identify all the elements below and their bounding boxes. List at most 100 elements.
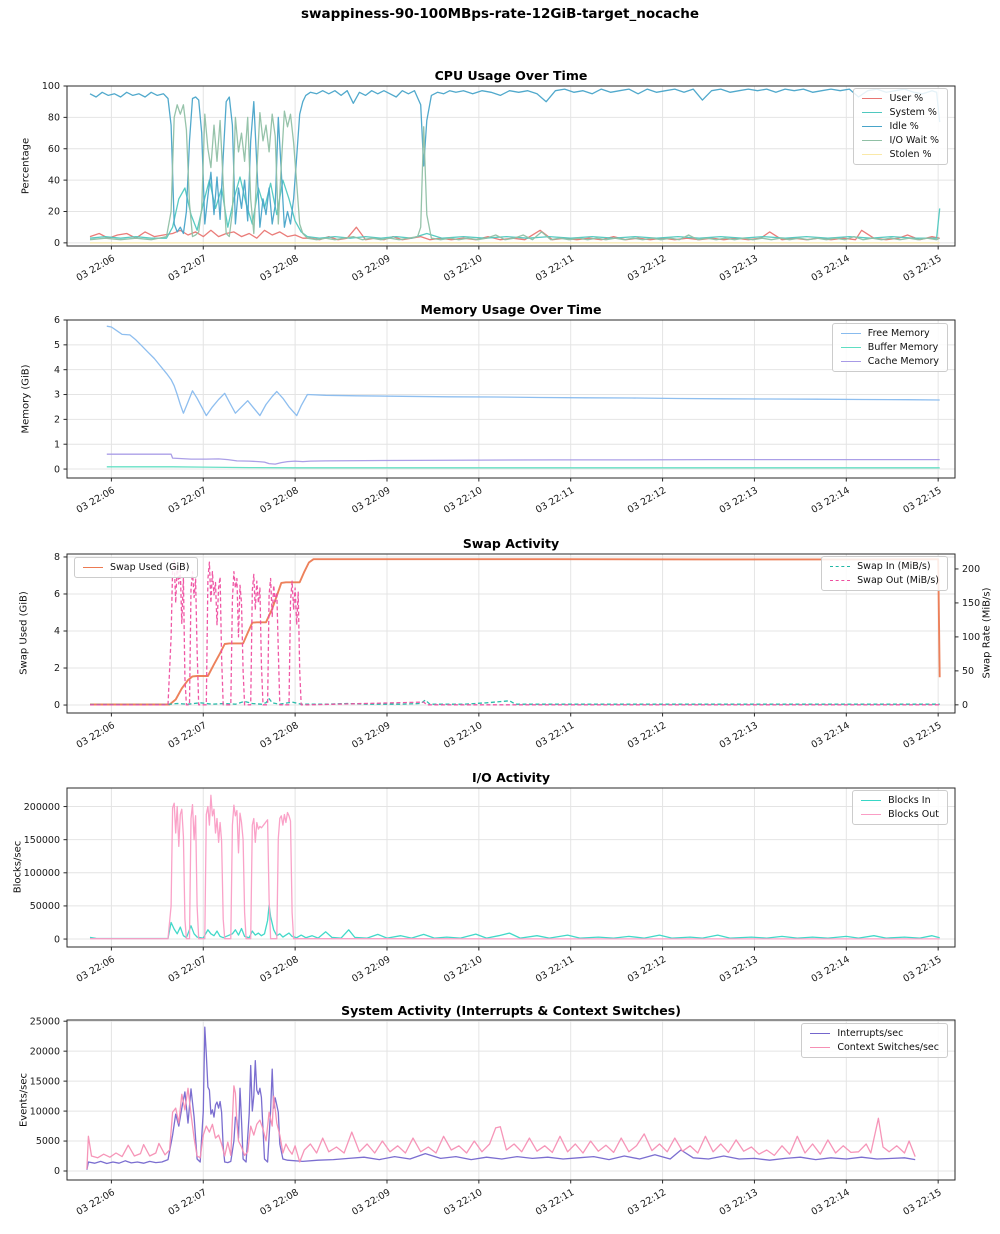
y-axis-label-io: Blocks/sec [12, 840, 24, 894]
interrupts-swatch [810, 1033, 831, 1034]
svg-text:4: 4 [54, 626, 60, 637]
chart-title-cpu: CPU Usage Over Time [434, 68, 588, 83]
svg-text:03 22:11: 03 22:11 [534, 253, 576, 284]
svg-text:6: 6 [54, 589, 60, 600]
swap-used-swatch [83, 567, 103, 568]
svg-text:03 22:12: 03 22:12 [626, 1187, 668, 1218]
svg-text:4: 4 [54, 365, 60, 376]
svg-text:3: 3 [54, 390, 60, 401]
svg-text:03 22:15: 03 22:15 [901, 1187, 943, 1218]
series-swap-used-gib [90, 558, 941, 706]
user-percent-swatch [862, 98, 883, 99]
svg-text:100: 100 [962, 632, 980, 643]
series-context-switches-sec [86, 1085, 916, 1170]
svg-text:03 22:06: 03 22:06 [75, 485, 117, 516]
legend-item: Free Memory [840, 328, 939, 339]
legend-label: I/O Wait % [889, 135, 939, 146]
chart-title-io: I/O Activity [471, 770, 551, 785]
svg-text:8: 8 [54, 552, 60, 563]
svg-text:03 22:13: 03 22:13 [718, 720, 760, 751]
legend-label: Blocks Out [888, 809, 939, 820]
series-blocks-out [90, 794, 940, 940]
swap-out-swatch [830, 580, 851, 581]
svg-text:03 22:08: 03 22:08 [258, 485, 300, 516]
svg-text:100000: 100000 [24, 868, 60, 879]
svg-text:2: 2 [54, 415, 60, 426]
idle-percent-swatch [862, 126, 883, 127]
legend-item: Buffer Memory [840, 342, 939, 353]
svg-text:03 22:09: 03 22:09 [350, 1187, 392, 1218]
y-axis-label-system: Events/sec [18, 1072, 30, 1128]
legend-label: Idle % [889, 121, 919, 132]
swap-rate-legend: Swap In (MiB/s) Swap Out (MiB/s) [821, 556, 948, 591]
legend-item: Stolen % [862, 149, 939, 160]
svg-text:15000: 15000 [30, 1076, 60, 1087]
svg-text:20: 20 [48, 207, 60, 218]
chart-title-swap: Swap Activity [462, 536, 560, 551]
svg-text:0: 0 [54, 238, 60, 249]
svg-text:5: 5 [54, 340, 60, 351]
svg-text:03 22:14: 03 22:14 [809, 954, 851, 985]
svg-text:03 22:09: 03 22:09 [350, 720, 392, 751]
svg-text:03 22:07: 03 22:07 [166, 253, 208, 284]
svg-text:03 22:15: 03 22:15 [901, 954, 943, 985]
series-cache-memory [106, 453, 940, 465]
svg-text:03 22:08: 03 22:08 [258, 954, 300, 985]
svg-text:200000: 200000 [24, 802, 60, 813]
svg-text:03 22:10: 03 22:10 [442, 485, 484, 516]
y-axis-label-memory: Memory (GiB) [20, 364, 32, 434]
svg-text:50: 50 [962, 666, 974, 677]
legend-label: Free Memory [867, 328, 930, 339]
blocks-in-swatch [861, 800, 882, 801]
legend-item: Swap Out (MiB/s) [830, 575, 939, 586]
swap-used-legend: Swap Used (GiB) [74, 557, 199, 578]
svg-text:03 22:13: 03 22:13 [718, 1187, 760, 1218]
series-system [89, 176, 941, 239]
svg-text:03 22:15: 03 22:15 [901, 485, 943, 516]
svg-text:03 22:07: 03 22:07 [166, 954, 208, 985]
legend-item: Context Switches/sec [810, 1042, 939, 1053]
svg-text:03 22:13: 03 22:13 [718, 954, 760, 985]
legend-label: Buffer Memory [867, 342, 939, 353]
chart-title-system: System Activity (Interrupts & Context Sw… [341, 1003, 681, 1018]
svg-text:80: 80 [48, 113, 60, 124]
memory-legend: Free Memory Buffer Memory Cache Memory [831, 323, 948, 372]
svg-text:0: 0 [54, 1166, 60, 1177]
svg-text:03 22:10: 03 22:10 [442, 253, 484, 284]
legend-item: User % [862, 93, 939, 104]
svg-text:200: 200 [962, 564, 980, 575]
io-legend: Blocks In Blocks Out [852, 790, 948, 825]
iowait-percent-swatch [862, 140, 883, 141]
svg-text:20000: 20000 [30, 1046, 60, 1057]
series-interrupts-sec [86, 1026, 916, 1170]
svg-text:10000: 10000 [30, 1106, 60, 1117]
svg-text:03 22:13: 03 22:13 [718, 253, 760, 284]
svg-text:03 22:09: 03 22:09 [350, 253, 392, 284]
svg-text:03 22:13: 03 22:13 [718, 485, 760, 516]
stolen-percent-swatch [862, 154, 883, 155]
svg-text:0: 0 [962, 700, 968, 711]
legend-label: Interrupts/sec [837, 1028, 904, 1039]
svg-text:03 22:10: 03 22:10 [442, 954, 484, 985]
legend-label: Context Switches/sec [837, 1042, 939, 1053]
svg-text:03 22:11: 03 22:11 [534, 720, 576, 751]
series-buffer-memory [106, 466, 940, 469]
svg-text:03 22:14: 03 22:14 [809, 485, 851, 516]
svg-text:03 22:06: 03 22:06 [75, 253, 117, 284]
svg-text:100: 100 [42, 81, 60, 92]
svg-text:5000: 5000 [36, 1136, 60, 1147]
series-i-o-wait [89, 104, 940, 241]
legend-item: Idle % [862, 121, 939, 132]
legend-item: Interrupts/sec [810, 1028, 939, 1039]
svg-text:0: 0 [54, 700, 60, 711]
svg-text:03 22:14: 03 22:14 [809, 1187, 851, 1218]
series-idle [89, 88, 941, 235]
svg-text:150000: 150000 [24, 835, 60, 846]
legend-item: Swap In (MiB/s) [830, 561, 939, 572]
svg-text:03 22:07: 03 22:07 [166, 720, 208, 751]
free-memory-swatch [840, 333, 861, 334]
system-legend: Interrupts/sec Context Switches/sec [801, 1023, 948, 1058]
y-axis-label-swap-right: Swap Rate (MiB/s) [981, 587, 993, 679]
series-blocks-in [89, 904, 940, 940]
